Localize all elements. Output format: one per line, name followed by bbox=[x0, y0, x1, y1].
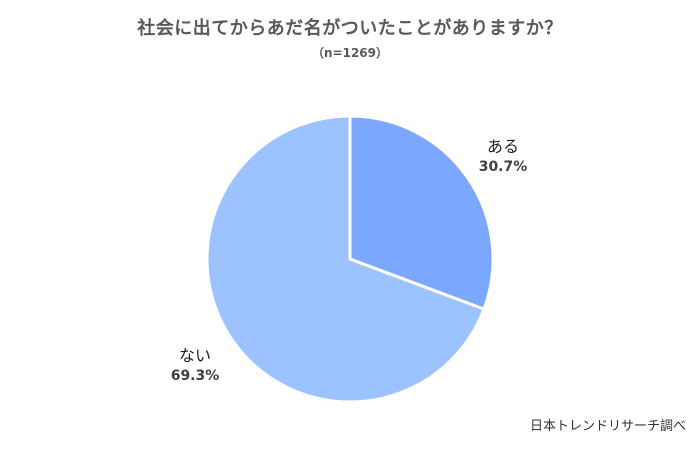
slice-name: ない bbox=[178, 346, 211, 365]
pie-slice-0 bbox=[348, 114, 495, 311]
chart-subtitle: （n=1269） bbox=[312, 46, 388, 60]
slice-value: 30.7% bbox=[478, 159, 528, 175]
slice-name: ある bbox=[486, 137, 519, 156]
slice-label-nai: ない 69.3% bbox=[155, 342, 235, 384]
slice-label-aru: ある 30.7% bbox=[463, 133, 543, 175]
source-credit: 日本トレンドリサーチ調べ bbox=[529, 419, 686, 434]
chart-title: 社会に出てからあだ名がついたことがありますか？ bbox=[137, 18, 563, 39]
pie-slice-1 bbox=[205, 114, 486, 404]
slice-value: 69.3% bbox=[170, 368, 220, 384]
